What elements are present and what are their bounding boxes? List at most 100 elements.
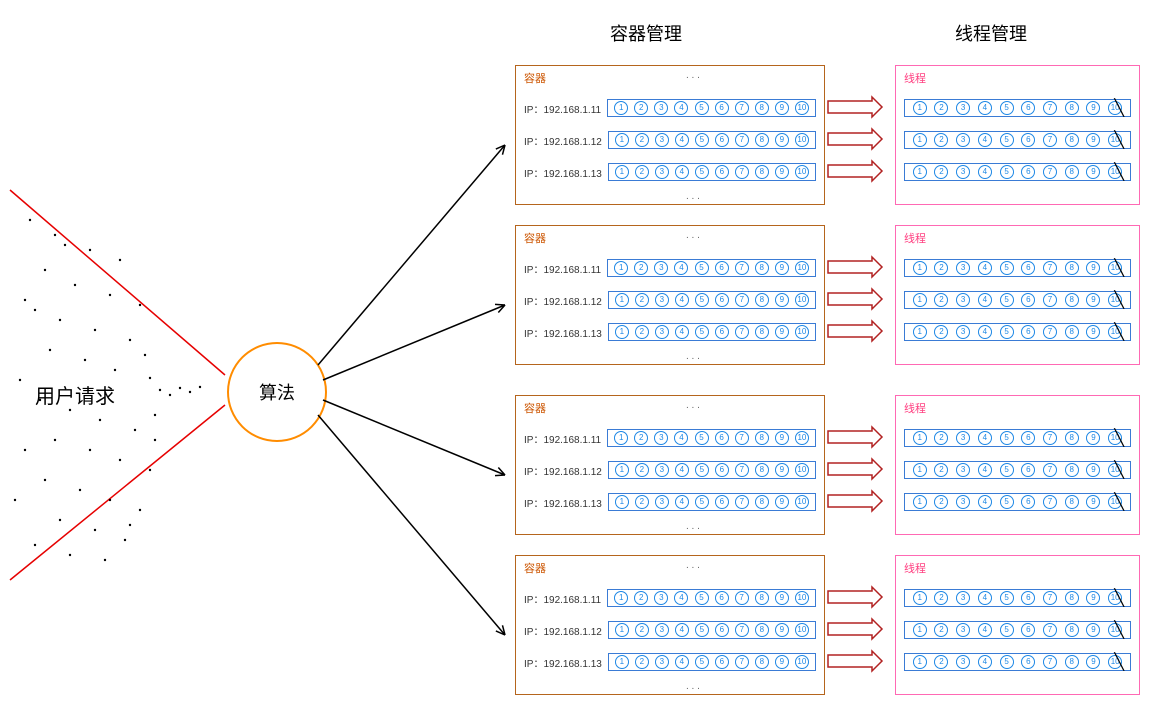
- number-cell: 6: [715, 293, 729, 307]
- number-cell: 9: [775, 463, 789, 477]
- number-cell: 4: [674, 101, 688, 115]
- number-cell: 5: [695, 431, 709, 445]
- flow-arrow: [828, 587, 882, 607]
- number-cell: 3: [956, 495, 970, 509]
- number-cell: 7: [735, 655, 749, 669]
- number-cell: 10: [1108, 325, 1122, 339]
- number-cell: 7: [1043, 495, 1057, 509]
- diagram-stage: { "canvas": {"width":1167,"height":723,"…: [0, 0, 1167, 723]
- number-cell: 3: [655, 623, 669, 637]
- number-cell: 5: [1000, 591, 1014, 605]
- flow-arrow: [828, 491, 882, 511]
- number-cell: 6: [1021, 293, 1035, 307]
- scatter-dot: [54, 439, 56, 441]
- arrow-to-container: [318, 415, 505, 635]
- number-cell: 3: [654, 101, 668, 115]
- container-panel-label: 容器: [524, 560, 546, 576]
- container-row: IP：192.168.1.1112345678910: [524, 426, 816, 450]
- number-cell: 8: [1065, 165, 1079, 179]
- thread-row: 12345678910╲: [904, 426, 1131, 450]
- number-cell: 2: [934, 101, 948, 115]
- number-cell: 9: [775, 261, 789, 275]
- number-strip: 12345678910╲: [904, 163, 1131, 181]
- scatter-dot: [34, 544, 36, 546]
- ellipsis: . . .: [686, 400, 700, 411]
- number-cell: 5: [695, 591, 709, 605]
- number-cell: 4: [978, 591, 992, 605]
- number-cell: 9: [1086, 623, 1100, 637]
- number-cell: 6: [715, 165, 729, 179]
- scatter-dot: [134, 429, 136, 431]
- thread-row: 12345678910╲: [904, 96, 1131, 120]
- number-cell: 9: [1086, 463, 1100, 477]
- number-cell: 3: [956, 261, 970, 275]
- container-panel-label: 容器: [524, 400, 546, 416]
- ip-label: IP：192.168.1.13: [524, 495, 602, 510]
- scatter-dot: [44, 269, 46, 271]
- scatter-dot: [94, 529, 96, 531]
- number-cell: 6: [715, 591, 729, 605]
- number-cell: 3: [655, 133, 669, 147]
- number-cell: 4: [674, 431, 688, 445]
- number-cell: 5: [1000, 431, 1014, 445]
- thread-panel: 线程12345678910╲12345678910╲12345678910╲: [895, 65, 1140, 205]
- number-cell: 9: [1086, 101, 1100, 115]
- number-cell: 4: [978, 101, 992, 115]
- number-cell: 6: [1021, 101, 1035, 115]
- container-row: IP：192.168.1.1312345678910: [524, 490, 816, 514]
- thread-row: 12345678910╲: [904, 160, 1131, 184]
- number-cell: 3: [654, 431, 668, 445]
- number-cell: 10: [795, 623, 809, 637]
- number-cell: 1: [913, 325, 927, 339]
- thread-row: 12345678910╲: [904, 650, 1131, 674]
- number-cell: 2: [934, 591, 948, 605]
- number-cell: 3: [655, 463, 669, 477]
- number-strip: 12345678910╲: [904, 99, 1131, 117]
- number-cell: 5: [695, 261, 709, 275]
- number-cell: 7: [735, 261, 749, 275]
- number-cell: 8: [755, 261, 769, 275]
- arrow-to-container: [323, 400, 505, 475]
- ip-label: IP：192.168.1.11: [524, 591, 601, 606]
- number-cell: 8: [755, 431, 769, 445]
- number-cell: 5: [1000, 655, 1014, 669]
- number-cell: 1: [615, 463, 629, 477]
- thread-row: 12345678910╲: [904, 618, 1131, 642]
- number-cell: 8: [755, 325, 769, 339]
- ip-label: IP：192.168.1.12: [524, 293, 602, 308]
- number-cell: 2: [934, 133, 948, 147]
- scatter-dot: [84, 359, 86, 361]
- number-cell: 3: [655, 495, 669, 509]
- scatter-dot: [149, 469, 151, 471]
- number-cell: 6: [1021, 133, 1035, 147]
- number-cell: 9: [1086, 431, 1100, 445]
- number-cell: 5: [1000, 623, 1014, 637]
- number-cell: 7: [1043, 165, 1057, 179]
- scatter-dot: [109, 499, 111, 501]
- number-cell: 9: [775, 165, 789, 179]
- ellipsis: . . .: [686, 351, 700, 362]
- number-cell: 3: [956, 591, 970, 605]
- number-cell: 4: [675, 133, 689, 147]
- scatter-dot: [24, 449, 26, 451]
- number-cell: 5: [695, 655, 709, 669]
- number-cell: 7: [735, 495, 749, 509]
- number-cell: 3: [956, 623, 970, 637]
- number-cell: 8: [1065, 133, 1079, 147]
- number-cell: 10: [1108, 165, 1122, 179]
- header-thread-mgmt: 线程管理: [955, 20, 1027, 46]
- ip-label: IP：192.168.1.12: [524, 463, 602, 478]
- scatter-dot: [74, 284, 76, 286]
- scatter-dot: [44, 479, 46, 481]
- container-row: IP：192.168.1.1212345678910: [524, 288, 816, 312]
- number-strip: 12345678910: [608, 131, 816, 149]
- number-cell: 1: [913, 495, 927, 509]
- scatter-dot: [154, 439, 156, 441]
- number-cell: 2: [934, 623, 948, 637]
- scatter-dot: [29, 219, 31, 221]
- number-cell: 4: [978, 133, 992, 147]
- number-cell: 4: [675, 655, 689, 669]
- number-cell: 7: [735, 133, 749, 147]
- flow-arrow: [828, 289, 882, 309]
- number-cell: 4: [675, 165, 689, 179]
